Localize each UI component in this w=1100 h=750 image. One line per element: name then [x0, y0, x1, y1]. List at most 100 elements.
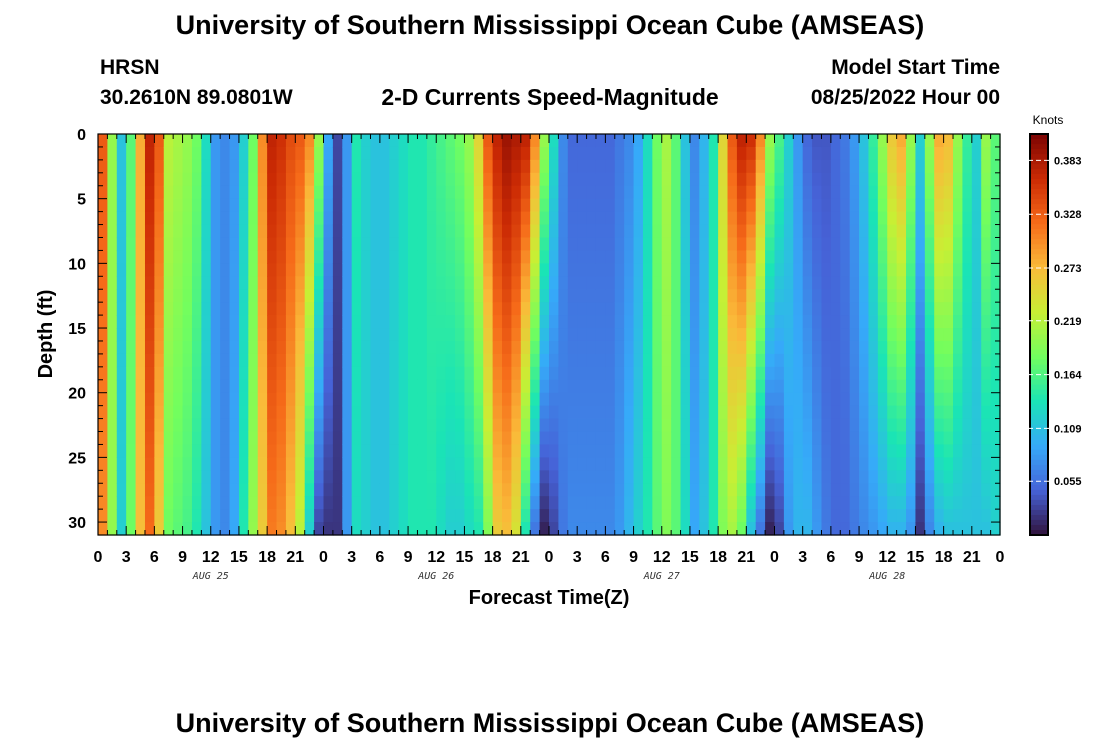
heatmap-cell: [943, 250, 954, 264]
heatmap-cell: [248, 496, 259, 510]
heatmap-cell: [981, 198, 992, 213]
heatmap-cell: [567, 496, 578, 510]
colorbar-segment: [1030, 459, 1048, 466]
heatmap-cell: [586, 418, 597, 433]
heatmap-cell: [379, 340, 390, 355]
heatmap-cell: [116, 172, 127, 187]
heatmap-cell: [502, 315, 513, 329]
heatmap-cell: [708, 302, 719, 316]
heatmap-cell: [736, 353, 747, 368]
heatmap-cell: [436, 185, 447, 200]
heatmap-cell: [210, 340, 221, 355]
heatmap-cell: [840, 392, 851, 407]
heatmap-cell: [934, 237, 945, 252]
heatmap-cell: [445, 134, 456, 148]
heatmap-cell: [736, 405, 747, 420]
heatmap-cell: [924, 366, 935, 381]
heatmap-cell: [323, 353, 334, 368]
heatmap-cell: [285, 457, 296, 471]
x-axis-label: Forecast Time(Z): [469, 587, 630, 609]
heatmap-cell: [323, 263, 334, 277]
heatmap-cell: [962, 134, 973, 148]
heatmap-cell: [718, 172, 729, 187]
heatmap-cell: [953, 263, 964, 277]
heatmap-cell: [220, 276, 231, 290]
heatmap-cell: [558, 289, 569, 303]
heatmap-cell: [173, 496, 184, 510]
heatmap-cell: [793, 496, 804, 510]
heatmap-cell: [464, 159, 475, 174]
heatmap-cell: [323, 483, 334, 497]
heatmap-cell: [765, 146, 776, 161]
heatmap-cell: [370, 263, 381, 277]
heatmap-cell: [943, 224, 954, 239]
heatmap-cell: [981, 302, 992, 316]
heatmap-cell: [642, 340, 653, 355]
heatmap-cell: [605, 418, 616, 433]
heatmap-cell: [793, 224, 804, 239]
heatmap-cell: [680, 276, 691, 290]
heatmap-cell: [661, 237, 672, 252]
heatmap-cell: [126, 224, 137, 239]
heatmap-cell: [718, 509, 729, 523]
heatmap-cell: [887, 315, 898, 329]
heatmap-cell: [389, 353, 400, 368]
heatmap-cell: [445, 172, 456, 187]
heatmap-cell: [934, 146, 945, 161]
heatmap-cell: [238, 366, 249, 381]
heatmap-cell: [511, 328, 522, 342]
heatmap-cell: [276, 509, 287, 523]
heatmap-cell: [558, 457, 569, 471]
heatmap-cell: [624, 366, 635, 381]
heatmap-cell: [689, 496, 700, 510]
heatmap-cell: [520, 224, 531, 239]
heatmap-cell: [774, 418, 785, 433]
heatmap-cell: [896, 276, 907, 290]
day-label: AUG 27: [643, 571, 680, 582]
heatmap-cell: [887, 198, 898, 213]
heatmap-cell: [971, 483, 982, 497]
heatmap-cell: [370, 198, 381, 213]
heatmap-cell: [116, 134, 127, 148]
heatmap-cell: [464, 444, 475, 458]
heatmap-cell: [220, 509, 231, 523]
heatmap-cell: [530, 470, 541, 484]
heatmap-cell: [567, 431, 578, 446]
heatmap-cell: [182, 237, 193, 252]
heatmap-cell: [502, 237, 513, 252]
heatmap-cell: [577, 224, 588, 239]
heatmap-cell: [342, 198, 353, 213]
heatmap-cell: [830, 418, 841, 433]
heatmap-cell: [736, 134, 747, 148]
heatmap-cell: [285, 496, 296, 510]
heatmap-cell: [671, 340, 682, 355]
heatmap-cell: [896, 302, 907, 316]
heatmap-cell: [351, 250, 362, 264]
heatmap-cell: [689, 315, 700, 329]
heatmap-cell: [896, 392, 907, 407]
heatmap-cell: [887, 134, 898, 148]
heatmap-cell: [953, 340, 964, 355]
heatmap-cell: [718, 496, 729, 510]
heatmap-cell: [877, 379, 888, 394]
heatmap-cell: [351, 146, 362, 161]
heatmap-cell: [943, 315, 954, 329]
heatmap-cell: [144, 146, 155, 161]
heatmap-cell: [191, 276, 202, 290]
heatmap-cell: [455, 224, 466, 239]
heatmap-cell: [135, 172, 146, 187]
heatmap-cell: [896, 366, 907, 381]
heatmap-cell: [398, 237, 409, 252]
heatmap-cell: [511, 146, 522, 161]
heatmap-cell: [793, 185, 804, 200]
heatmap-cell: [614, 185, 625, 200]
heatmap-cell: [586, 353, 597, 368]
heatmap-cell: [990, 522, 1001, 536]
heatmap-cell: [98, 250, 108, 264]
heatmap-cell: [285, 392, 296, 407]
heatmap-cell: [351, 405, 362, 420]
heatmap-cell: [191, 185, 202, 200]
heatmap-cell: [201, 353, 212, 368]
heatmap-cell: [802, 340, 813, 355]
heatmap-cell: [323, 159, 334, 174]
